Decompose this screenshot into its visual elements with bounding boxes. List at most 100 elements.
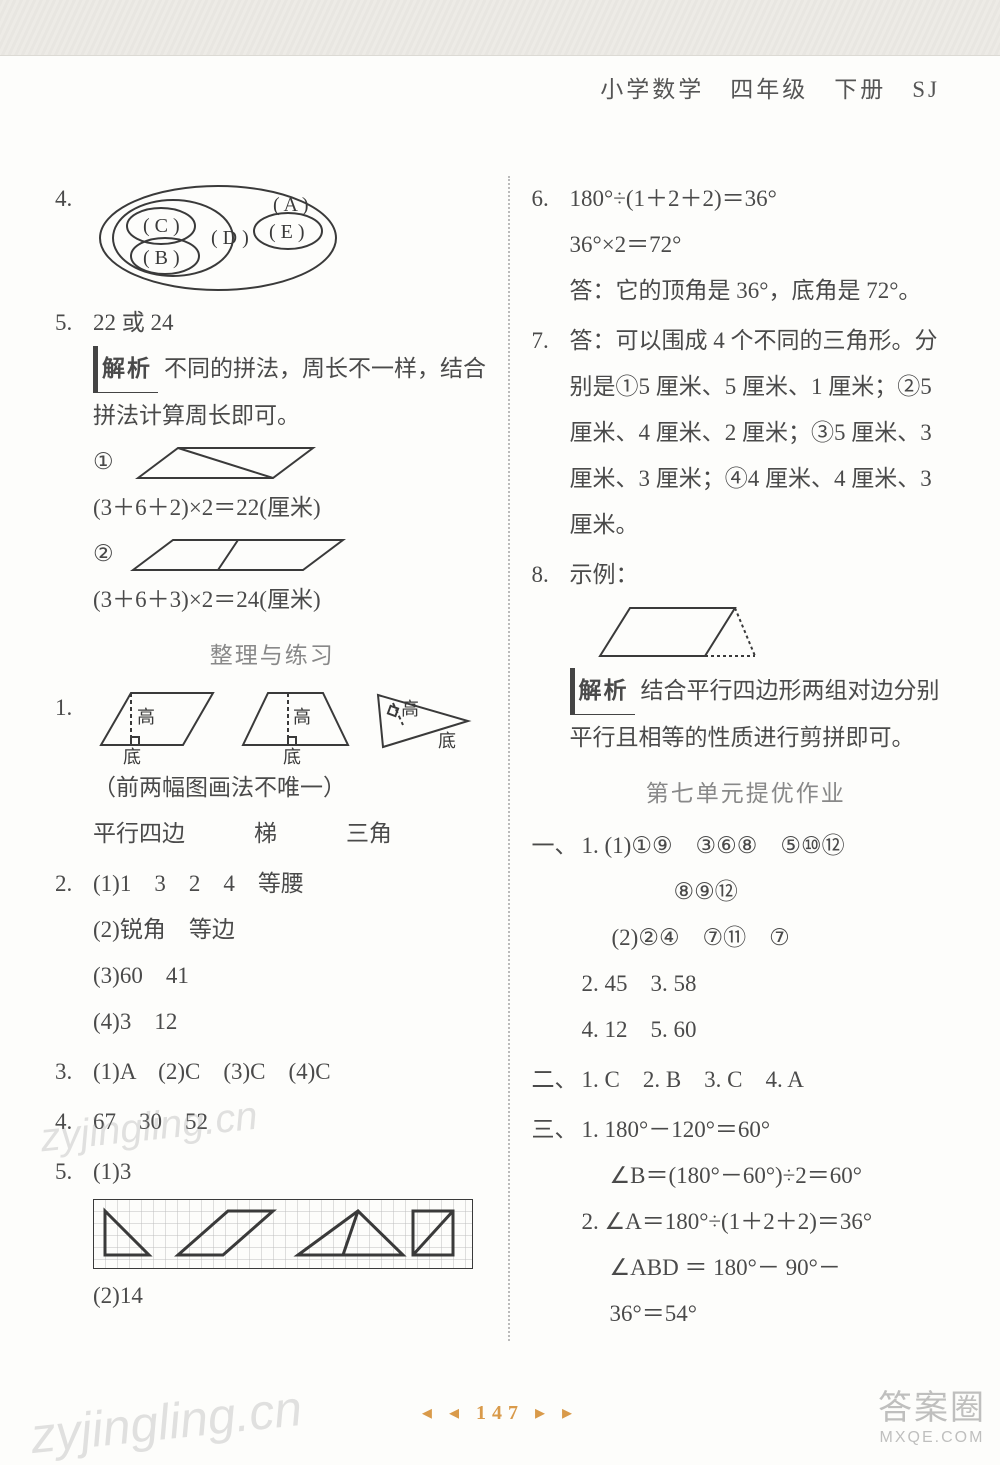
q8-head: 示例： [570, 552, 961, 598]
q5: 5. 22 或 24 解析不同的拼法，周长不一样，结合拼法计算周长即可。 ① [55, 300, 490, 623]
q2-l2: (2)锐角 等边 [93, 907, 490, 953]
svg-text:底: 底 [438, 731, 456, 751]
q3-body: (1)A (2)C (3)C (4)C [93, 1049, 490, 1095]
q2-l3: (3)60 41 [93, 953, 490, 999]
p3: 三、 1. 180°－120°＝60° ∠B＝(180°－60°)÷2＝60° … [532, 1107, 961, 1337]
svg-text:底: 底 [283, 747, 301, 765]
q5-fig2-label: ② [93, 531, 114, 577]
q6-l2: 36°×2＝72° [570, 222, 961, 268]
q1-note: （前两幅图画法不唯一） [93, 765, 490, 811]
q1-body: 高底 高底 高底 （前两幅图画法不唯一） 平行四边 梯 三角 [93, 685, 490, 857]
header-title: 小学数学 四年级 下册 SJ [600, 70, 940, 104]
q2-l4: (4)3 12 [93, 999, 490, 1045]
page-number-value: 147 [476, 1402, 524, 1424]
svg-text:高: 高 [401, 699, 419, 719]
q5-fig1 [118, 443, 318, 485]
q5-explain: 解析不同的拼法，周长不一样，结合拼法计算周长即可。 [93, 346, 490, 439]
q5b-body: (1)3 [93, 1149, 490, 1319]
q5b-l1: (1)3 [93, 1149, 490, 1195]
arrow-right-icon: ▸ ▸ [535, 1402, 578, 1424]
q2-l1: (1)1 3 2 4 等腰 [93, 861, 490, 907]
page: 小学数学 四年级 下册 SJ 4. [0, 0, 1000, 1461]
p1-i4: 4. 12 5. 60 [582, 1007, 961, 1053]
q6: 6. 180°÷(1＋2＋2)＝36° 36°×2＝72° 答：它的顶角是 36… [532, 176, 961, 314]
p1: 一、 1. (1)①⑨ ③⑥⑧ ⑤⑩⑫ ⑧⑨⑫ (2)②④ ⑦⑪ ⑦ 2. 45… [532, 823, 961, 1053]
q6-l3: 答：它的顶角是 36°，底角是 72°。 [570, 268, 961, 314]
svg-text:高: 高 [137, 707, 155, 727]
page-number: ◂ ◂ 147 ▸ ▸ [0, 1400, 1000, 1425]
corner-logo-l2: MXQE.COM [878, 1429, 986, 1447]
arrow-left-icon: ◂ ◂ [422, 1402, 465, 1424]
q4-body: ( A ) ( C ) ( B ) ( D ) ( E ) [93, 176, 490, 296]
p1-body: 1. (1)①⑨ ③⑥⑧ ⑤⑩⑫ ⑧⑨⑫ (2)②④ ⑦⑪ ⑦ 2. 45 3.… [582, 823, 961, 1053]
p1-i2: 2. 45 3. 58 [582, 961, 961, 1007]
venn-label-b: ( B ) [143, 247, 180, 269]
q6-l1: 180°÷(1＋2＋2)＝36° [570, 176, 961, 222]
q4b-number: 4. [55, 1099, 93, 1145]
q1-number: 1. [55, 685, 93, 857]
section-a-title: 整理与练习 [55, 633, 490, 679]
p3-l3: 2. ∠A＝180°÷(1＋2＋2)＝36° [582, 1199, 961, 1245]
q8-number: 8. [532, 552, 570, 761]
section-b-title: 第七单元提优作业 [532, 771, 961, 817]
venn-label-c: ( C ) [143, 215, 180, 237]
header-band [0, 0, 1000, 56]
q5b-number: 5. [55, 1149, 93, 1319]
analysis-tag: 解析 [93, 346, 158, 393]
q8-figure [570, 598, 770, 668]
q5-fig1-label: ① [93, 439, 114, 485]
p2-body: 1. C 2. B 3. C 4. A [582, 1057, 961, 1103]
q4-number: 4. [55, 176, 93, 296]
corner-logo: 答案圈 MXQE.COM [878, 1380, 986, 1447]
p3-l1: 1. 180°－120°＝60° [582, 1107, 961, 1153]
p1-number: 一、 [532, 823, 582, 1053]
svg-text:底: 底 [123, 747, 141, 765]
corner-logo-l1: 答案圈 [878, 1380, 986, 1429]
q4b: 4. 67 30 52 [55, 1099, 490, 1145]
q1-shapes: 高底 高底 高底 [93, 685, 473, 765]
q5-body: 22 或 24 解析不同的拼法，周长不一样，结合拼法计算周长即可。 ① [93, 300, 490, 623]
q1-cats: 平行四边 梯 三角 [93, 811, 490, 857]
p2-number: 二、 [532, 1057, 582, 1103]
p3-l4: ∠ABD ＝ 180°－ 90°－ [582, 1245, 961, 1291]
q5-fig1-row: ① [93, 439, 490, 485]
q7-number: 7. [532, 318, 570, 548]
analysis-tag-2: 解析 [570, 668, 635, 715]
p3-body: 1. 180°－120°＝60° ∠B＝(180°－60°)÷2＝60° 2. … [582, 1107, 961, 1337]
q3: 3. (1)A (2)C (3)C (4)C [55, 1049, 490, 1095]
q6-number: 6. [532, 176, 570, 314]
q1: 1. [55, 685, 490, 857]
q3-number: 3. [55, 1049, 93, 1095]
q4: 4. ( A ) ( C ) ( B ) [55, 176, 490, 296]
q7: 7. 答：可以围成 4 个不同的三角形。分别是①5 厘米、5 厘米、1 厘米；②… [532, 318, 961, 548]
q5b: 5. (1)3 [55, 1149, 490, 1319]
q5-fig2-row: ② [93, 531, 490, 577]
venn-label-d: ( D ) [211, 227, 249, 249]
svg-text:高: 高 [293, 707, 311, 727]
p1-i1b: ⑧⑨⑫ [582, 869, 961, 915]
q7-body: 答：可以围成 4 个不同的三角形。分别是①5 厘米、5 厘米、1 厘米；②5 厘… [570, 318, 961, 548]
q5b-l2: (2)14 [93, 1273, 490, 1319]
q5-calc1: (3＋6＋2)×2＝22(厘米) [93, 485, 490, 531]
p3-number: 三、 [532, 1107, 582, 1337]
p2: 二、 1. C 2. B 3. C 4. A [532, 1057, 961, 1103]
venn-label-e: ( E ) [269, 221, 305, 243]
q2: 2. (1)1 3 2 4 等腰 (2)锐角 等边 (3)60 41 (4)3 … [55, 861, 490, 1045]
p3-l2: ∠B＝(180°－60°)÷2＝60° [582, 1153, 961, 1199]
q2-body: (1)1 3 2 4 等腰 (2)锐角 等边 (3)60 41 (4)3 12 [93, 861, 490, 1045]
q8-body: 示例： 解析结合平行四边形两组对边分别平行且相等的性质进行剪拼即可。 [570, 552, 961, 761]
q4b-body: 67 30 52 [93, 1099, 490, 1145]
left-column: 4. ( A ) ( C ) ( B ) [55, 176, 508, 1341]
q5-answer: 22 或 24 [93, 300, 490, 346]
right-column: 6. 180°÷(1＋2＋2)＝36° 36°×2＝72° 答：它的顶角是 36… [508, 176, 961, 1341]
q6-body: 180°÷(1＋2＋2)＝36° 36°×2＝72° 答：它的顶角是 36°，底… [570, 176, 961, 314]
q2-number: 2. [55, 861, 93, 1045]
q5-calc2: (3＋6＋3)×2＝24(厘米) [93, 577, 490, 623]
q5b-grid [93, 1199, 473, 1269]
q8-explain: 解析结合平行四边形两组对边分别平行且相等的性质进行剪拼即可。 [570, 668, 961, 761]
p1-i1c: (2)②④ ⑦⑪ ⑦ [582, 915, 961, 961]
p3-l5: 36°＝54° [582, 1291, 961, 1337]
venn-diagram: ( A ) ( C ) ( B ) ( D ) ( E ) [93, 176, 353, 296]
q5-fig2 [118, 535, 348, 577]
columns: 4. ( A ) ( C ) ( B ) [0, 56, 1000, 1461]
